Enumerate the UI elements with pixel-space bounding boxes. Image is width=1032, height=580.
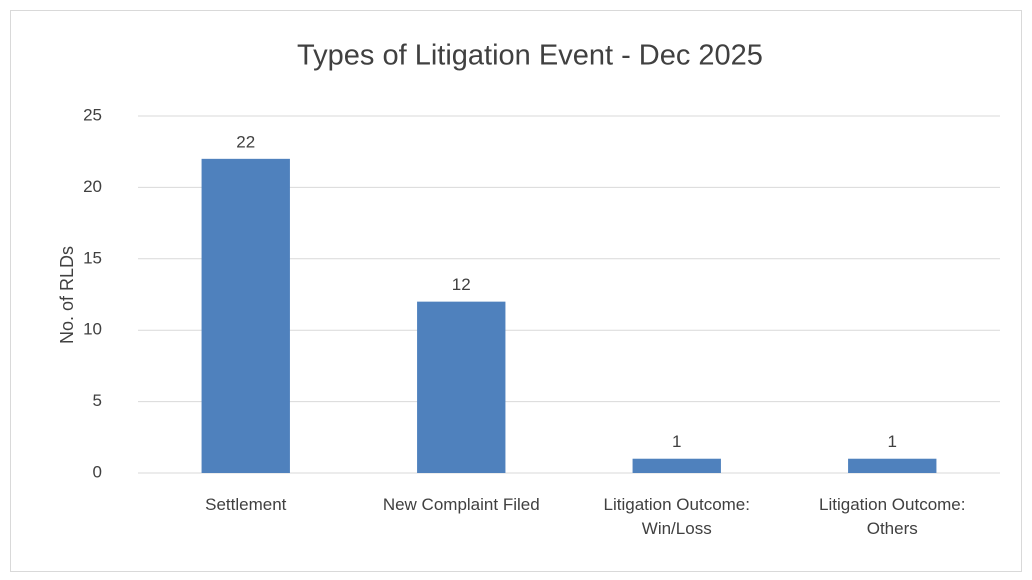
x-tick-label: Litigation Outcome: Win/Loss bbox=[603, 495, 750, 538]
data-label: 1 bbox=[672, 432, 681, 451]
y-tick-label: 0 bbox=[93, 462, 102, 481]
y-tick-label: 10 bbox=[83, 320, 102, 339]
bar bbox=[201, 158, 290, 473]
data-label: 1 bbox=[888, 432, 897, 451]
y-tick-label: 15 bbox=[83, 248, 102, 267]
y-axis-label: No. of RLDs bbox=[57, 246, 77, 344]
data-label: 12 bbox=[452, 275, 471, 294]
x-tick-label: New Complaint Filed bbox=[382, 495, 540, 514]
x-tick-label: Litigation Outcome: Others bbox=[819, 495, 966, 538]
y-tick-label: 5 bbox=[93, 391, 102, 410]
x-tick-label: Settlement bbox=[205, 495, 287, 514]
bar bbox=[417, 301, 506, 473]
bar bbox=[632, 458, 721, 473]
y-tick-label: 20 bbox=[83, 177, 102, 196]
chart-title: Types of Litigation Event - Dec 2025 bbox=[297, 40, 763, 72]
chart-border bbox=[10, 10, 1022, 572]
bar bbox=[848, 458, 937, 473]
y-tick-label: 25 bbox=[83, 105, 102, 124]
data-label: 22 bbox=[236, 132, 255, 151]
